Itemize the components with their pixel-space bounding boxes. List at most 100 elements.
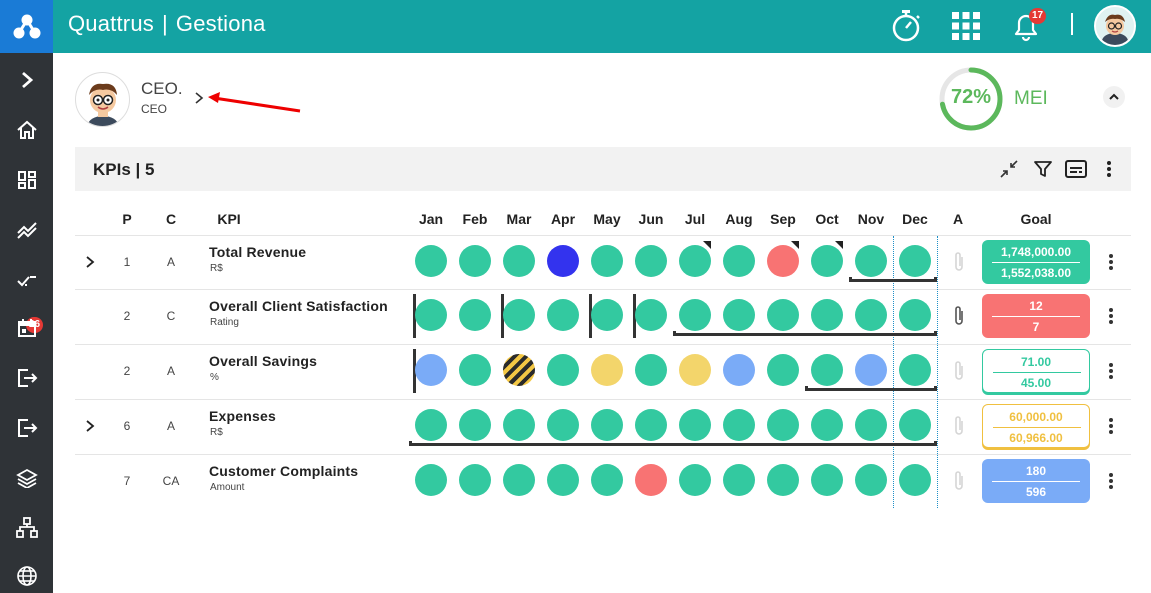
user-avatar[interactable] xyxy=(1094,5,1136,47)
kpi-status-dot[interactable] xyxy=(723,245,755,277)
kpi-status-dot[interactable] xyxy=(591,299,623,331)
goal-box[interactable]: 180 596 xyxy=(982,459,1090,503)
kpi-status-dot[interactable] xyxy=(503,245,535,277)
kpi-status-dot[interactable] xyxy=(723,354,755,386)
kpi-status-dot[interactable] xyxy=(547,464,579,496)
kpi-status-dot[interactable] xyxy=(767,299,799,331)
kpi-status-dot[interactable] xyxy=(591,409,623,441)
kpi-status-dot[interactable] xyxy=(855,245,887,277)
goal-box[interactable]: 12 7 xyxy=(982,294,1090,338)
calendar-icon[interactable] xyxy=(0,308,53,348)
kpi-status-dot[interactable] xyxy=(767,409,799,441)
kpi-status-dot[interactable] xyxy=(899,464,931,496)
dashboard-icon[interactable] xyxy=(0,160,53,200)
kpi-status-dot[interactable] xyxy=(591,354,623,386)
kpi-status-dot[interactable] xyxy=(459,354,491,386)
kpi-status-dot[interactable] xyxy=(635,354,667,386)
kpi-status-dot[interactable] xyxy=(591,245,623,277)
globe-icon[interactable] xyxy=(0,556,53,593)
kpi-status-dot[interactable] xyxy=(899,409,931,441)
kpi-status-dot[interactable] xyxy=(415,245,447,277)
attachment-icon[interactable] xyxy=(951,415,967,437)
attachment-icon[interactable] xyxy=(951,360,967,382)
kpi-status-dot[interactable] xyxy=(459,409,491,441)
trend-icon[interactable] xyxy=(0,210,53,250)
kpi-status-dot[interactable] xyxy=(855,299,887,331)
kpi-status-dot[interactable] xyxy=(811,299,843,331)
kpi-status-dot[interactable] xyxy=(415,409,447,441)
kpi-status-dot[interactable] xyxy=(679,299,711,331)
layers-icon[interactable] xyxy=(0,458,53,498)
attachment-icon[interactable] xyxy=(951,251,967,273)
expand-row-button[interactable] xyxy=(85,255,95,274)
kpi-status-dot[interactable] xyxy=(811,409,843,441)
kpi-status-dot[interactable] xyxy=(899,299,931,331)
row-menu-icon[interactable] xyxy=(1108,362,1114,380)
row-menu-icon[interactable] xyxy=(1108,472,1114,490)
row-menu-icon[interactable] xyxy=(1108,253,1114,271)
kpi-status-dot[interactable] xyxy=(635,464,667,496)
kpi-status-dot[interactable] xyxy=(811,354,843,386)
kpi-status-dot[interactable] xyxy=(811,245,843,277)
expand-row-button[interactable] xyxy=(85,419,95,438)
kpi-status-dot[interactable] xyxy=(415,354,447,386)
kpi-status-dot[interactable] xyxy=(547,245,579,277)
logo-icon[interactable] xyxy=(0,0,53,53)
kpi-status-dot[interactable] xyxy=(855,354,887,386)
goal-box[interactable]: 1,748,000.00 1,552,038.00 xyxy=(982,240,1090,284)
goal-box[interactable]: 71.00 45.00 xyxy=(982,349,1090,393)
profile-avatar[interactable] xyxy=(75,72,130,127)
more-options-icon[interactable] xyxy=(1097,157,1121,181)
kpi-status-dot[interactable] xyxy=(547,354,579,386)
kpi-status-dot[interactable] xyxy=(679,245,711,277)
kpi-status-dot[interactable] xyxy=(459,464,491,496)
kpi-status-dot[interactable] xyxy=(723,409,755,441)
home-icon[interactable] xyxy=(0,110,53,150)
kpi-status-dot[interactable] xyxy=(767,464,799,496)
kpi-name[interactable]: Customer Complaints xyxy=(209,463,359,479)
kpi-status-dot[interactable] xyxy=(855,464,887,496)
profile-chevron-icon[interactable] xyxy=(194,91,204,110)
kpi-name[interactable]: Expenses xyxy=(209,408,276,424)
subtitles-icon[interactable] xyxy=(1064,157,1088,181)
apps-grid-icon[interactable] xyxy=(948,8,984,44)
kpi-status-dot[interactable] xyxy=(767,245,799,277)
logout-icon[interactable] xyxy=(0,358,53,398)
kpi-status-dot[interactable] xyxy=(723,464,755,496)
kpi-status-dot[interactable] xyxy=(635,245,667,277)
org-chart-icon[interactable] xyxy=(0,508,53,548)
goal-box[interactable]: 60,000.00 60,966.00 xyxy=(982,404,1090,448)
kpi-status-dot[interactable] xyxy=(855,409,887,441)
kpi-status-dot[interactable] xyxy=(459,245,491,277)
kpi-name[interactable]: Overall Savings xyxy=(209,353,318,369)
kpi-status-dot[interactable] xyxy=(679,464,711,496)
kpi-status-dot[interactable] xyxy=(547,299,579,331)
kpi-status-dot[interactable] xyxy=(415,464,447,496)
chevron-right-icon[interactable] xyxy=(0,60,53,100)
row-menu-icon[interactable] xyxy=(1108,307,1114,325)
kpi-status-dot[interactable] xyxy=(503,354,535,386)
kpi-status-dot[interactable] xyxy=(503,409,535,441)
kpi-status-dot[interactable] xyxy=(591,464,623,496)
approvals-icon[interactable] xyxy=(0,260,53,300)
attachment-icon[interactable] xyxy=(951,305,967,327)
kpi-status-dot[interactable] xyxy=(415,299,447,331)
row-menu-icon[interactable] xyxy=(1108,417,1114,435)
kpi-status-dot[interactable] xyxy=(503,464,535,496)
kpi-status-dot[interactable] xyxy=(635,299,667,331)
stopwatch-icon[interactable] xyxy=(888,8,924,44)
kpi-status-dot[interactable] xyxy=(503,299,535,331)
kpi-status-dot[interactable] xyxy=(679,354,711,386)
collapse-up-button[interactable] xyxy=(1103,86,1125,108)
kpi-status-dot[interactable] xyxy=(899,245,931,277)
kpi-status-dot[interactable] xyxy=(767,354,799,386)
kpi-status-dot[interactable] xyxy=(547,409,579,441)
kpi-name[interactable]: Overall Client Satisfaction xyxy=(209,298,388,314)
export-icon[interactable] xyxy=(0,408,53,448)
kpi-status-dot[interactable] xyxy=(811,464,843,496)
kpi-name[interactable]: Total Revenue xyxy=(209,244,307,260)
kpi-status-dot[interactable] xyxy=(899,354,931,386)
kpi-status-dot[interactable] xyxy=(723,299,755,331)
kpi-status-dot[interactable] xyxy=(459,299,491,331)
kpi-status-dot[interactable] xyxy=(679,409,711,441)
